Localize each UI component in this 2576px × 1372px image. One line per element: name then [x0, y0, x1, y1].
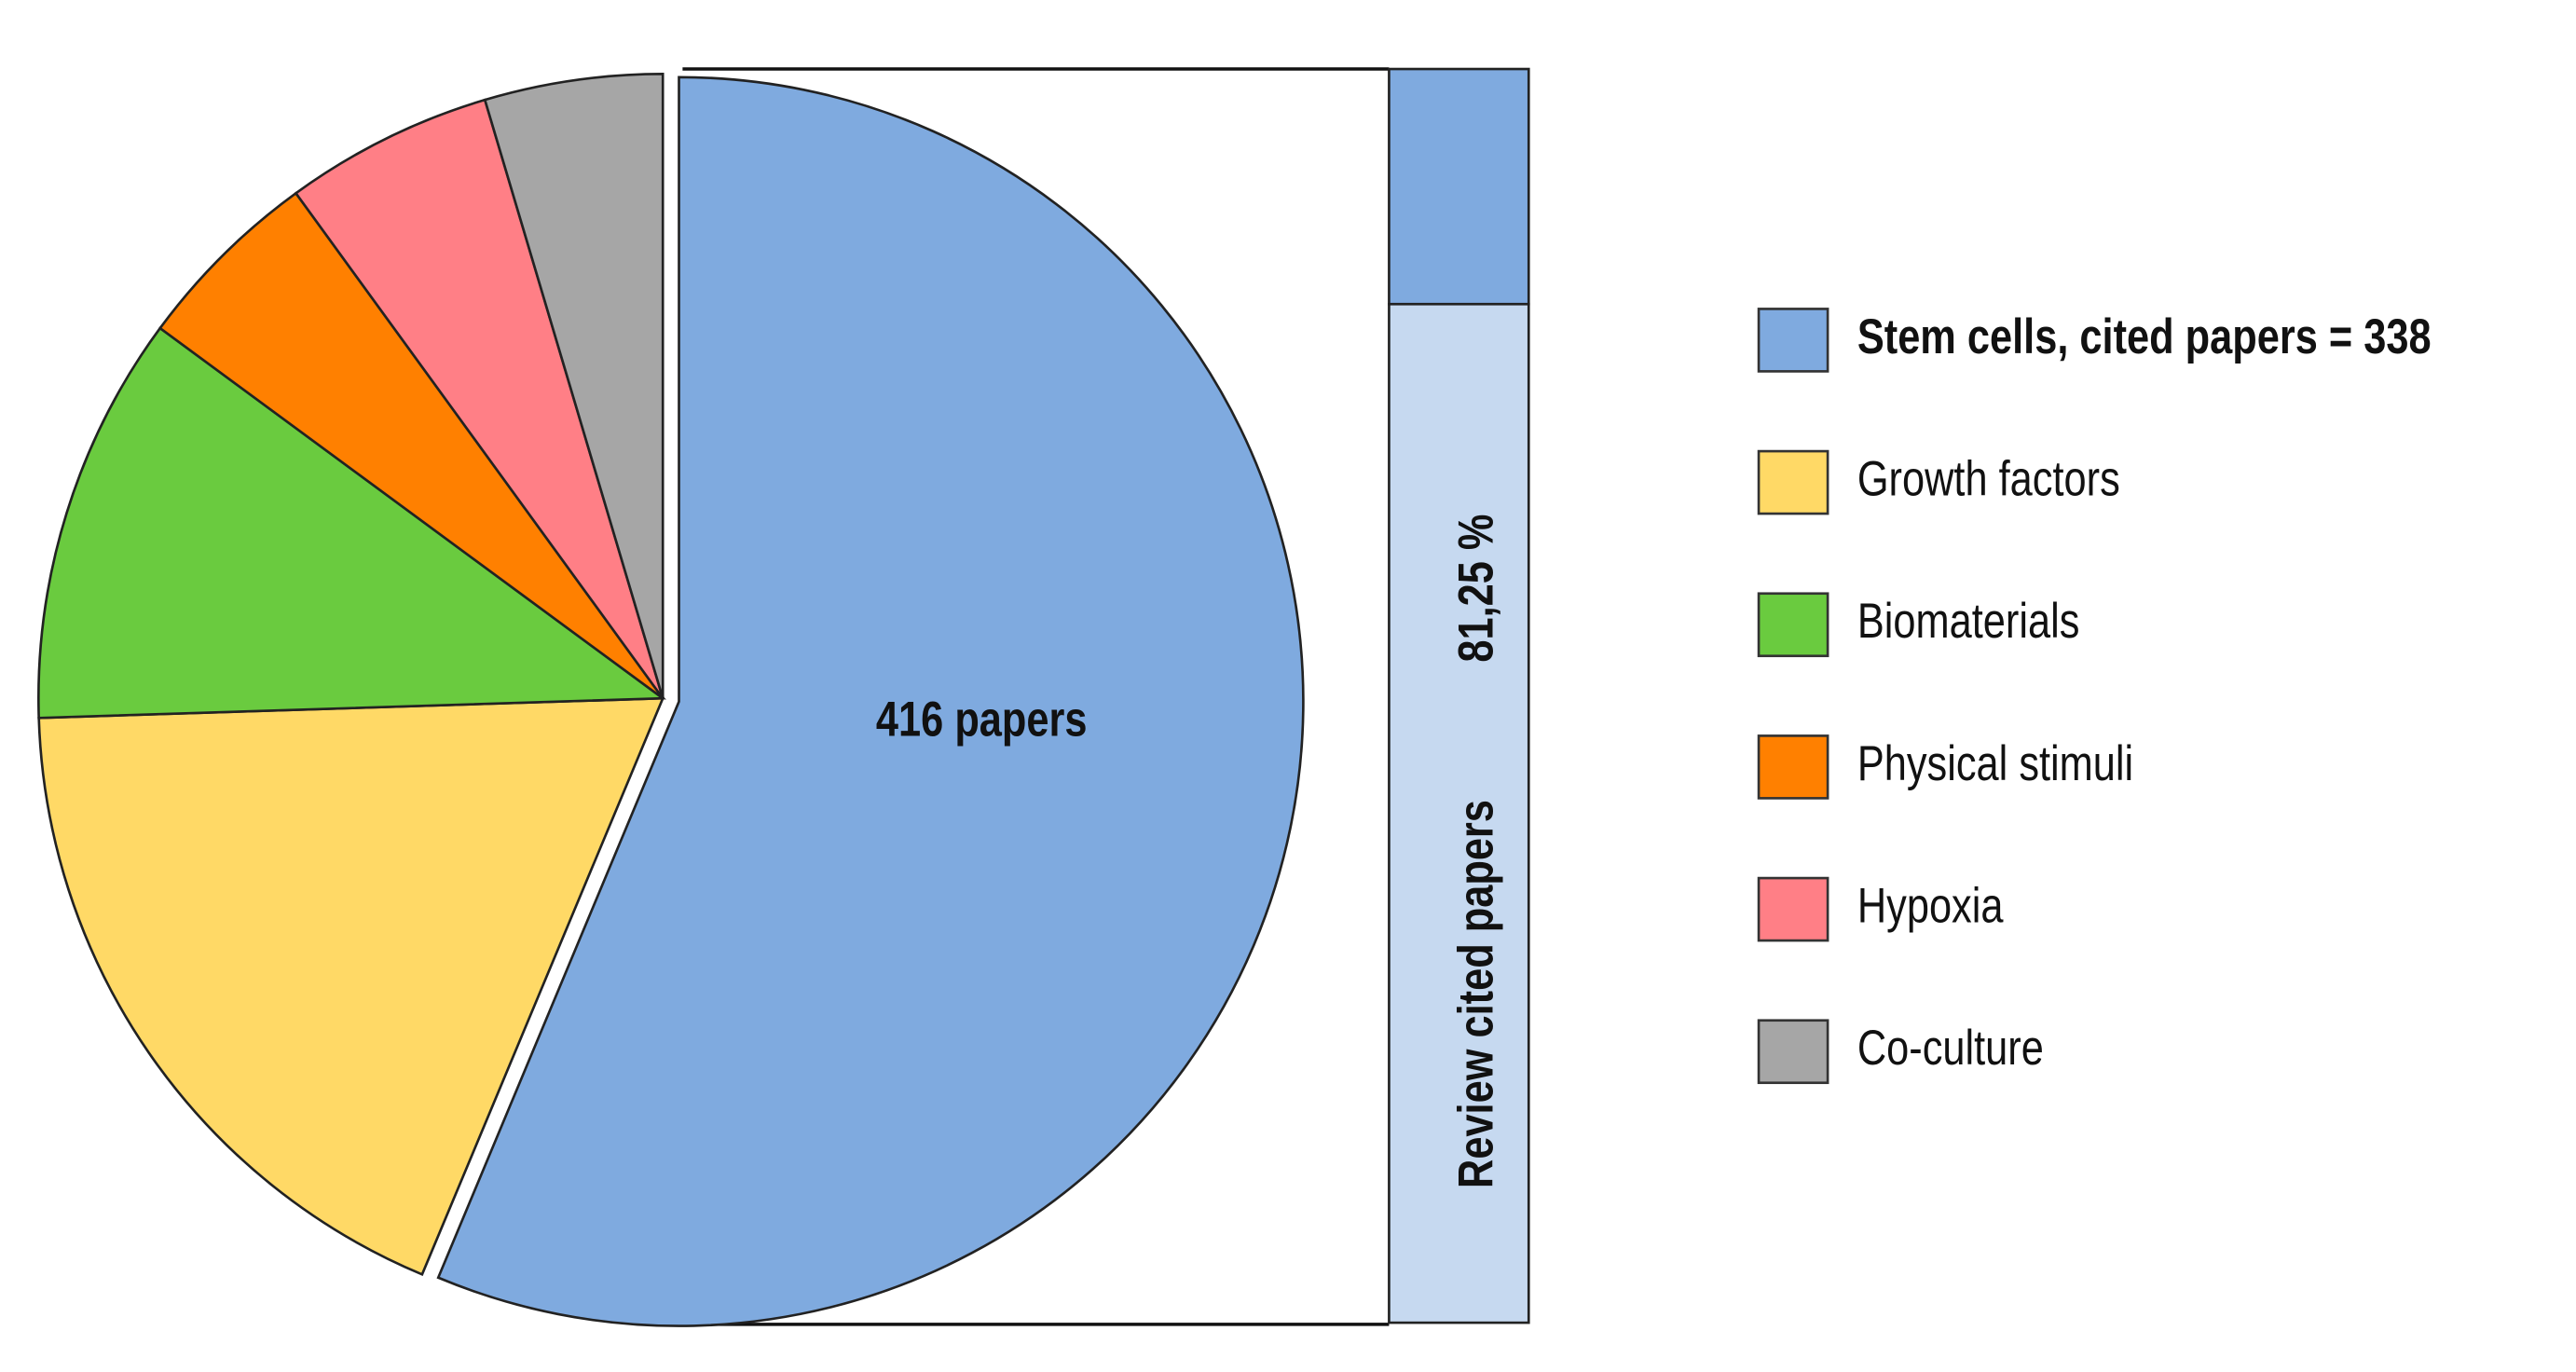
legend-label: Growth factors: [1857, 452, 2120, 507]
legend-label: Biomaterials: [1857, 594, 2080, 649]
center-label: 416 papers: [876, 693, 1088, 748]
legend-label: Physical stimuli: [1857, 736, 2133, 791]
bar-value-label: 81,25 %: [1448, 514, 1503, 663]
legend-swatch: [1757, 449, 1829, 515]
legend-label: Stem cells, cited papers = 338: [1857, 309, 2432, 364]
bar-label: Review cited papers: [1448, 800, 1503, 1188]
pie-slice: [37, 326, 667, 720]
legend: Stem cells, cited papers = 338 Growth fac…: [1757, 308, 2432, 1085]
bar-segment: [1388, 302, 1530, 1324]
pie-slice: [294, 98, 665, 699]
legend-swatch: [1757, 592, 1829, 658]
legend-label: Co-culture: [1857, 1021, 2044, 1076]
legend-swatch: [1757, 876, 1829, 942]
pie-slice: [158, 191, 665, 700]
pie-slice: [37, 696, 665, 1277]
legend-swatch: [1757, 734, 1829, 800]
legend-swatch: [1757, 308, 1829, 373]
pie: [37, 73, 1305, 1327]
pie-slice: [483, 73, 665, 699]
stacked-bar: Review cited papers 81,25 %: [1388, 67, 1530, 1324]
bar-segment: [1388, 67, 1530, 306]
legend-swatch: [1757, 1019, 1829, 1085]
legend-label: Hypoxia: [1857, 879, 2004, 934]
pie-slice: [436, 75, 1305, 1327]
